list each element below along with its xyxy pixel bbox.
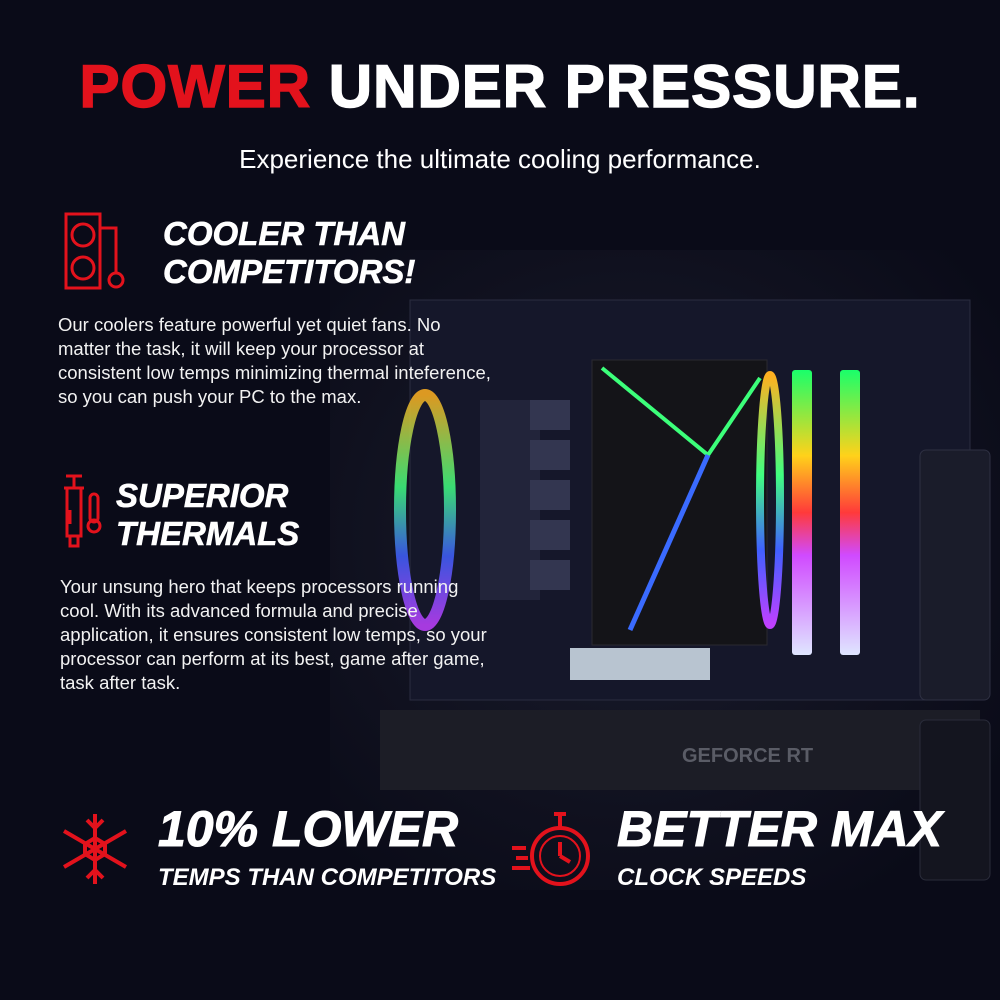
- stat-1-big: 10% LOWER: [157, 801, 459, 858]
- thermal-paste-syringe-icon: [60, 474, 105, 561]
- gpu-label: GEFORCE RT: [682, 745, 813, 767]
- headline-rest: UNDER PRESSURE.: [328, 52, 921, 121]
- feature-1-title-line1: COOLER THAN: [163, 215, 406, 253]
- feature-1-body: Our coolers feature powerful yet quiet f…: [58, 314, 491, 407]
- liquid-cooler-icon: [64, 212, 130, 297]
- stat-2-big: BETTER MAX: [617, 801, 943, 858]
- feature-2-title-line1: SUPERIOR: [116, 477, 289, 515]
- feature-2-body: Your unsung hero that keeps processors r…: [60, 576, 487, 693]
- pc-interior-photo: GEFORCE RT: [330, 250, 1000, 890]
- subtitle: Experience the ultimate cooling performa…: [239, 144, 761, 174]
- feature-1-title-line2: COMPETITORS!: [163, 253, 416, 291]
- feature-2-title-line2: THERMALS: [116, 515, 300, 553]
- stat-1-sub: TEMPS THAN COMPETITORS: [158, 864, 497, 891]
- headline: POWER UNDER PRESSURE.: [0, 52, 1000, 121]
- headline-accent: POWER: [79, 52, 312, 121]
- snowflake-icon: [58, 812, 132, 891]
- stat-2-sub: CLOCK SPEEDS: [617, 864, 807, 891]
- stopwatch-icon: [510, 808, 594, 895]
